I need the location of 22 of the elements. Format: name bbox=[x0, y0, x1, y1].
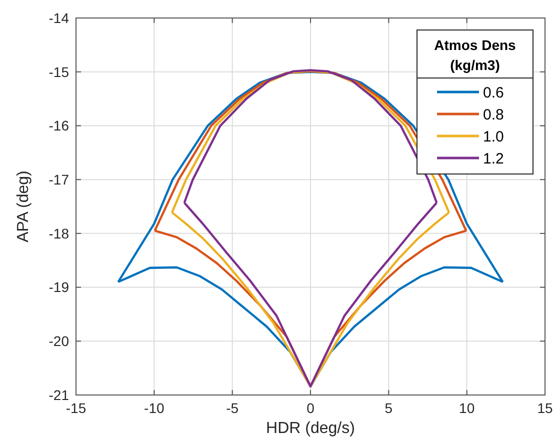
x-tick-label: 0 bbox=[306, 400, 315, 416]
x-tick-label: -5 bbox=[226, 400, 239, 416]
y-tick-label: -21 bbox=[48, 386, 70, 403]
x-tick-label: -10 bbox=[144, 400, 164, 416]
x-tick-label: -15 bbox=[66, 400, 86, 416]
y-tick-label: -16 bbox=[48, 118, 70, 134]
y-tick-label: -15 bbox=[48, 64, 70, 80]
y-tick-label: -20 bbox=[48, 333, 70, 350]
y-axis-title: APA (deg) bbox=[15, 170, 32, 242]
legend-title: Atmos Dens (kg/m3) bbox=[434, 37, 516, 73]
x-tick-label: 10 bbox=[459, 400, 475, 416]
legend-label: 0.8 bbox=[483, 106, 504, 124]
legend-label: 1.2 bbox=[483, 150, 504, 168]
x-axis-title: HDR (deg/s) bbox=[266, 420, 355, 437]
x-tick-label: 15 bbox=[537, 400, 553, 416]
y-tick-label: -14 bbox=[48, 10, 70, 26]
legend-label: 0.6 bbox=[483, 84, 504, 102]
x-tick-label: 5 bbox=[384, 400, 393, 416]
y-tick-label: -18 bbox=[48, 225, 70, 242]
y-tick-label: -19 bbox=[48, 279, 70, 296]
legend-label: 1.0 bbox=[483, 128, 504, 146]
y-tick-label: -17 bbox=[48, 171, 70, 188]
